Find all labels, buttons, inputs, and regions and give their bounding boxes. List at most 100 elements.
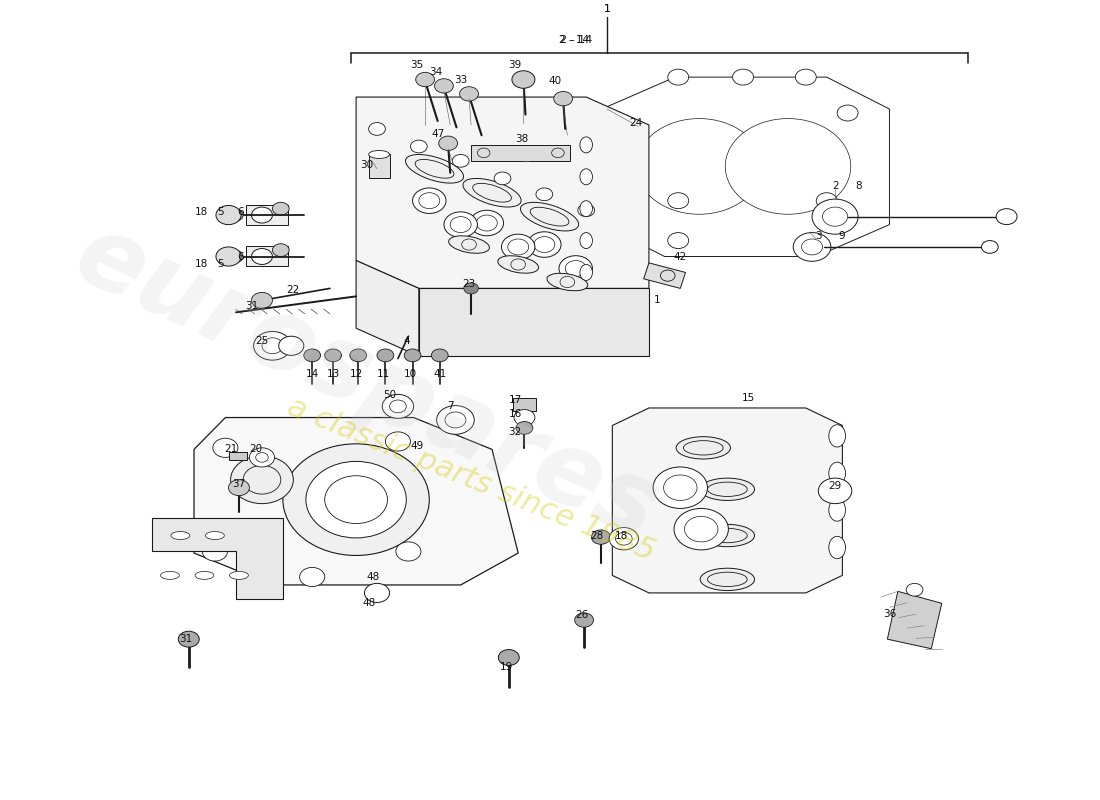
Polygon shape bbox=[471, 145, 571, 161]
Polygon shape bbox=[194, 418, 518, 585]
Bar bbox=[368, 154, 389, 178]
Circle shape bbox=[668, 233, 689, 249]
Ellipse shape bbox=[676, 437, 730, 459]
Text: 13: 13 bbox=[327, 369, 340, 378]
Circle shape bbox=[252, 207, 273, 223]
Polygon shape bbox=[246, 246, 288, 266]
Circle shape bbox=[733, 69, 754, 85]
Text: 18: 18 bbox=[195, 259, 208, 270]
Polygon shape bbox=[356, 97, 649, 288]
Circle shape bbox=[452, 154, 469, 167]
Ellipse shape bbox=[828, 499, 846, 521]
Circle shape bbox=[306, 462, 406, 538]
Circle shape bbox=[368, 122, 385, 135]
Circle shape bbox=[382, 394, 414, 418]
Text: 8: 8 bbox=[855, 182, 861, 191]
Text: 34: 34 bbox=[429, 66, 442, 77]
Circle shape bbox=[668, 69, 689, 85]
Circle shape bbox=[212, 438, 238, 458]
Circle shape bbox=[609, 527, 638, 550]
Text: 29: 29 bbox=[828, 481, 842, 491]
Text: 14: 14 bbox=[306, 369, 319, 378]
Text: 30: 30 bbox=[360, 160, 373, 170]
Circle shape bbox=[416, 72, 434, 86]
Ellipse shape bbox=[828, 425, 846, 447]
Circle shape bbox=[396, 542, 421, 561]
Text: 37: 37 bbox=[232, 478, 245, 489]
Circle shape bbox=[227, 250, 243, 263]
Circle shape bbox=[460, 86, 478, 101]
Text: 19: 19 bbox=[500, 662, 514, 672]
Ellipse shape bbox=[701, 568, 755, 590]
Ellipse shape bbox=[230, 571, 249, 579]
Ellipse shape bbox=[206, 531, 224, 539]
Text: 20: 20 bbox=[249, 445, 262, 454]
Circle shape bbox=[793, 233, 830, 262]
Ellipse shape bbox=[580, 201, 593, 217]
Text: 47: 47 bbox=[431, 129, 444, 138]
Text: 1: 1 bbox=[604, 4, 611, 14]
Text: 4: 4 bbox=[403, 336, 409, 346]
Text: 42: 42 bbox=[673, 251, 686, 262]
Circle shape bbox=[377, 349, 394, 362]
Circle shape bbox=[981, 241, 998, 254]
Circle shape bbox=[278, 336, 304, 355]
Text: 2: 2 bbox=[832, 182, 838, 191]
Circle shape bbox=[494, 172, 510, 185]
Polygon shape bbox=[152, 518, 283, 599]
Text: 17: 17 bbox=[508, 395, 521, 405]
Ellipse shape bbox=[580, 169, 593, 185]
Text: 49: 49 bbox=[410, 442, 424, 451]
Text: 23: 23 bbox=[462, 279, 475, 290]
Circle shape bbox=[273, 202, 289, 215]
Text: 25: 25 bbox=[255, 336, 268, 346]
Ellipse shape bbox=[828, 462, 846, 485]
Ellipse shape bbox=[368, 150, 389, 158]
Polygon shape bbox=[602, 77, 890, 257]
Text: 6: 6 bbox=[238, 207, 244, 217]
Circle shape bbox=[299, 567, 324, 586]
Circle shape bbox=[231, 456, 294, 504]
Text: 22: 22 bbox=[287, 285, 300, 295]
Circle shape bbox=[812, 199, 858, 234]
Circle shape bbox=[254, 331, 292, 360]
Circle shape bbox=[536, 188, 552, 201]
Ellipse shape bbox=[170, 531, 190, 539]
Polygon shape bbox=[888, 591, 942, 649]
Text: 40: 40 bbox=[548, 76, 561, 86]
Text: 5: 5 bbox=[217, 259, 223, 270]
Circle shape bbox=[559, 256, 593, 282]
Circle shape bbox=[906, 583, 923, 596]
Text: 33: 33 bbox=[454, 74, 467, 85]
Text: 7: 7 bbox=[447, 402, 453, 411]
Circle shape bbox=[385, 432, 410, 451]
Circle shape bbox=[431, 349, 448, 362]
Text: 21: 21 bbox=[224, 445, 238, 454]
Circle shape bbox=[470, 210, 504, 236]
Text: 35: 35 bbox=[410, 60, 424, 70]
Polygon shape bbox=[419, 288, 649, 356]
Circle shape bbox=[412, 188, 446, 214]
Text: 12: 12 bbox=[350, 369, 363, 378]
Circle shape bbox=[324, 349, 341, 362]
Circle shape bbox=[437, 406, 474, 434]
Circle shape bbox=[592, 530, 611, 544]
Circle shape bbox=[528, 232, 561, 258]
Text: 11: 11 bbox=[376, 369, 389, 378]
Circle shape bbox=[364, 583, 389, 602]
Circle shape bbox=[434, 78, 453, 93]
Text: 31: 31 bbox=[179, 634, 192, 644]
Circle shape bbox=[997, 209, 1018, 225]
Text: 1: 1 bbox=[654, 295, 661, 306]
Circle shape bbox=[818, 478, 851, 504]
Text: 31: 31 bbox=[245, 301, 258, 311]
Circle shape bbox=[816, 193, 837, 209]
Text: 48: 48 bbox=[366, 572, 379, 582]
Circle shape bbox=[734, 125, 843, 208]
Ellipse shape bbox=[463, 178, 521, 207]
Text: 3: 3 bbox=[815, 230, 822, 241]
Text: 26: 26 bbox=[575, 610, 589, 620]
Polygon shape bbox=[644, 263, 685, 288]
Text: 15: 15 bbox=[741, 394, 755, 403]
Circle shape bbox=[795, 69, 816, 85]
